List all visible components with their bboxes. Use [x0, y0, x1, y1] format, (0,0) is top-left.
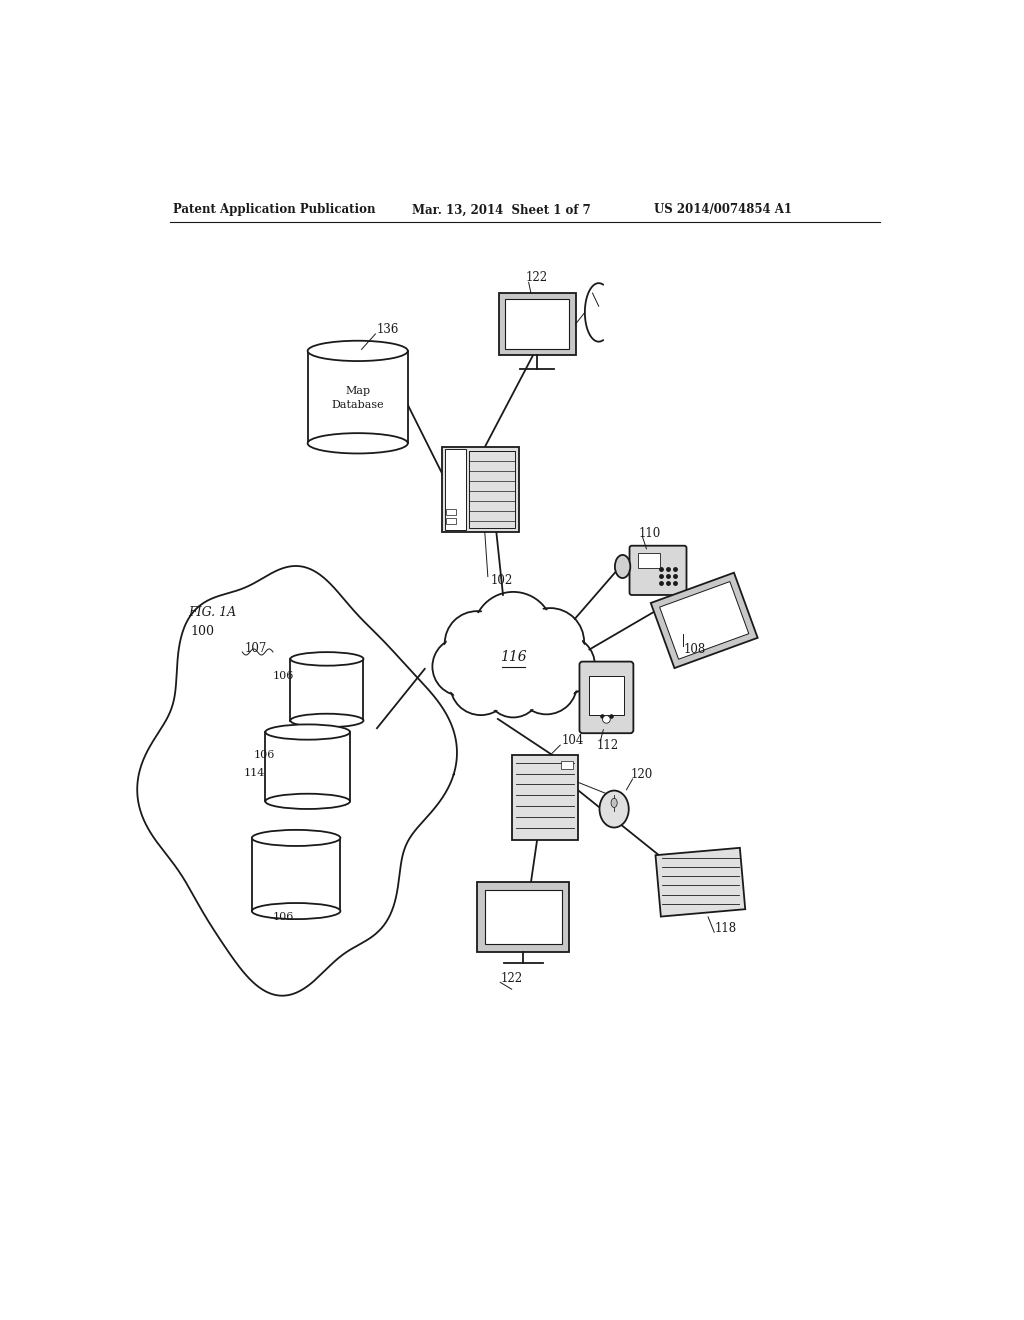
Circle shape	[447, 614, 507, 673]
Text: 106: 106	[254, 750, 275, 760]
Text: 106: 106	[273, 912, 294, 921]
Ellipse shape	[252, 830, 340, 846]
Text: 116: 116	[500, 651, 526, 664]
Circle shape	[473, 591, 553, 672]
FancyBboxPatch shape	[446, 508, 456, 515]
Circle shape	[539, 638, 593, 692]
Polygon shape	[655, 847, 745, 916]
Text: US 2014/0074854 A1: US 2014/0074854 A1	[654, 203, 793, 216]
Circle shape	[518, 655, 574, 711]
Text: 104: 104	[562, 734, 584, 747]
Text: Database: Database	[332, 400, 384, 409]
FancyBboxPatch shape	[630, 545, 686, 595]
Polygon shape	[291, 659, 364, 721]
Polygon shape	[252, 838, 340, 911]
Text: 100: 100	[190, 626, 215, 639]
Polygon shape	[307, 351, 408, 444]
FancyBboxPatch shape	[589, 676, 625, 714]
Text: 122: 122	[525, 271, 548, 284]
Text: 120: 120	[631, 768, 653, 781]
Text: 106: 106	[273, 671, 294, 681]
Ellipse shape	[614, 554, 631, 578]
Ellipse shape	[599, 791, 629, 828]
FancyBboxPatch shape	[512, 755, 578, 840]
Text: 112: 112	[596, 739, 618, 751]
Text: Mar. 13, 2014  Sheet 1 of 7: Mar. 13, 2014 Sheet 1 of 7	[412, 203, 591, 216]
Polygon shape	[265, 733, 350, 801]
Circle shape	[516, 609, 584, 676]
Text: 114: 114	[244, 768, 265, 777]
Text: Patent Application Publication: Patent Application Publication	[173, 203, 376, 216]
FancyBboxPatch shape	[638, 553, 659, 568]
Text: 107: 107	[245, 642, 267, 655]
FancyBboxPatch shape	[505, 300, 569, 348]
Ellipse shape	[611, 799, 617, 808]
Polygon shape	[137, 566, 457, 995]
FancyBboxPatch shape	[560, 762, 572, 770]
FancyBboxPatch shape	[442, 447, 519, 532]
Ellipse shape	[291, 714, 364, 727]
Circle shape	[476, 595, 550, 669]
Text: 110: 110	[639, 527, 662, 540]
Text: FIG. 1A: FIG. 1A	[188, 606, 237, 619]
FancyBboxPatch shape	[446, 517, 456, 524]
Circle shape	[602, 715, 610, 723]
Ellipse shape	[307, 341, 408, 362]
FancyBboxPatch shape	[580, 661, 634, 733]
FancyBboxPatch shape	[444, 449, 466, 529]
Text: 102: 102	[490, 574, 512, 587]
Circle shape	[487, 664, 539, 715]
Text: 108: 108	[683, 643, 706, 656]
Circle shape	[515, 653, 578, 714]
Text: 122: 122	[500, 972, 522, 985]
Circle shape	[537, 636, 595, 694]
Circle shape	[453, 656, 509, 713]
Ellipse shape	[291, 652, 364, 665]
Ellipse shape	[265, 793, 350, 809]
Circle shape	[432, 638, 490, 696]
Circle shape	[444, 611, 509, 676]
FancyBboxPatch shape	[477, 882, 569, 952]
Ellipse shape	[252, 903, 340, 919]
Text: 118: 118	[714, 921, 736, 935]
FancyBboxPatch shape	[484, 890, 562, 944]
Ellipse shape	[307, 433, 408, 454]
Polygon shape	[659, 582, 749, 659]
Circle shape	[519, 611, 582, 673]
Text: Map: Map	[345, 385, 371, 396]
Ellipse shape	[265, 725, 350, 739]
Polygon shape	[651, 573, 758, 668]
Text: 136: 136	[377, 323, 399, 335]
FancyBboxPatch shape	[499, 293, 575, 355]
Circle shape	[435, 640, 488, 693]
Circle shape	[451, 653, 512, 715]
Circle shape	[485, 663, 541, 718]
